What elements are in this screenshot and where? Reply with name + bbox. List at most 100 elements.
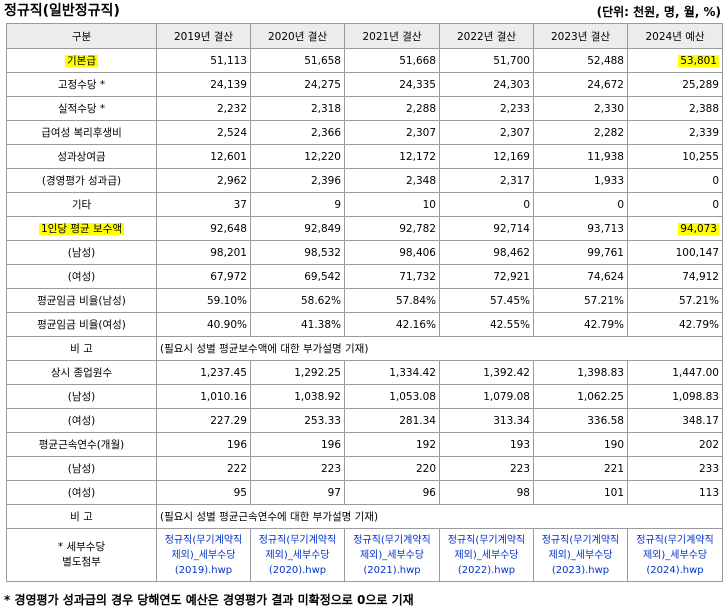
value-cell: 196 (156, 432, 251, 457)
value-cell: 40.90% (156, 312, 251, 337)
table-header-row: 구분 2019년 결산 2020년 결산 2021년 결산 2022년 결산 2… (6, 23, 723, 49)
cell-value: 97 (327, 486, 341, 499)
table-row: 실적수당 * 2,232 2,318 2,288 2,233 2,330 2,388 (6, 96, 723, 121)
value-cell: 2,288 (344, 96, 440, 121)
cell-value: 0 (523, 198, 530, 211)
cell-value: 67,972 (210, 270, 247, 283)
value-cell: 99,761 (533, 240, 628, 265)
cell-value: 24,275 (304, 78, 341, 91)
cell-value: 1,098.83 (672, 390, 719, 403)
cell-value: 1,292.25 (294, 366, 341, 379)
value-cell: 72,921 (439, 264, 534, 289)
cell-value: 192 (415, 438, 436, 451)
cell-value: 58.62% (300, 294, 341, 307)
row-label-cell: (남성) (6, 240, 157, 265)
cell-value: 42.79% (583, 318, 624, 331)
footnote: * 경영평가 성과급의 경우 당해연도 예산은 경영평가 결과 미확정으로 0으… (4, 593, 414, 607)
value-cell: 233 (627, 456, 723, 481)
value-cell: 1,447.00 (627, 360, 723, 385)
cell-value: 2,339 (688, 126, 719, 139)
cell-value: 72,921 (493, 270, 530, 283)
value-cell: 98,201 (156, 240, 251, 265)
value-cell: 24,139 (156, 72, 251, 97)
cell-value: 92,782 (399, 222, 436, 235)
attachment-link-2024[interactable]: 정규직(무기계약직 제외)_세부수당(2024).hwp (627, 528, 723, 582)
value-cell: 98 (439, 480, 534, 505)
value-cell: 1,010.16 (156, 384, 251, 409)
cell-value: 51,700 (493, 54, 530, 67)
value-cell: 52,488 (533, 48, 628, 73)
cell-value: 51,668 (399, 54, 436, 67)
value-cell: 2,524 (156, 120, 251, 145)
value-cell: 2,330 (533, 96, 628, 121)
value-cell: 24,335 (344, 72, 440, 97)
attachment-link-2019[interactable]: 정규직(무기계약직 제외)_세부수당(2019).hwp (156, 528, 251, 582)
row-label-cell: 실적수당 * (6, 96, 157, 121)
cell-value: 98,462 (493, 246, 530, 259)
value-cell: 2,388 (627, 96, 723, 121)
value-cell: 2,366 (250, 120, 345, 145)
cell-value: 1,237.45 (200, 366, 247, 379)
cell-value: 1,062.25 (577, 390, 624, 403)
value-cell: 42.55% (439, 312, 534, 337)
value-cell: 2,339 (627, 120, 723, 145)
attachment-link-2021[interactable]: 정규직(무기계약직 제외)_세부수당(2021).hwp (344, 528, 440, 582)
cell-value: 98 (516, 486, 530, 499)
row-label-cell: 평균임금 비율(여성) (6, 312, 157, 337)
cell-value: 52,488 (587, 54, 624, 67)
cell-value: 24,672 (587, 78, 624, 91)
value-cell: 97 (250, 480, 345, 505)
cell-value: 51,658 (304, 54, 341, 67)
row-label: (남성) (67, 391, 96, 403)
salary-table-container: 구분 2019년 결산 2020년 결산 2021년 결산 2022년 결산 2… (6, 23, 723, 582)
cell-value: 98,532 (304, 246, 341, 259)
cell-value: 2,317 (499, 174, 530, 187)
row-label-cell: 급여성 복리후생비 (6, 120, 157, 145)
cell-value: 220 (415, 462, 436, 475)
value-cell: 57.84% (344, 288, 440, 313)
cell-value: 12,220 (304, 150, 341, 163)
value-cell: 193 (439, 432, 534, 457)
value-cell: 67,972 (156, 264, 251, 289)
value-cell: 1,334.42 (344, 360, 440, 385)
table-row: 상시 종업원수 1,237.45 1,292.25 1,334.42 1,392.42 1… (6, 360, 723, 385)
value-cell: 57.21% (627, 288, 723, 313)
row-label-cell: (여성) (6, 480, 157, 505)
cell-value: 1,392.42 (483, 366, 530, 379)
attachment-label-line2: 별도첨부 (62, 556, 101, 568)
cell-value: 100,147 (675, 246, 719, 259)
row-label: (경영평가 성과급) (41, 175, 122, 187)
value-cell: 1,053.08 (344, 384, 440, 409)
value-cell: 336.58 (533, 408, 628, 433)
cell-value: 42.55% (489, 318, 530, 331)
attachment-label: * 세부수당 별도첨부 (6, 528, 157, 582)
value-cell: 12,172 (344, 144, 440, 169)
value-cell: 2,396 (250, 168, 345, 193)
cell-value: 25,289 (682, 78, 719, 91)
value-cell: 58.62% (250, 288, 345, 313)
value-cell: 51,113 (156, 48, 251, 73)
cell-value: 24,335 (399, 78, 436, 91)
attachment-label-line1: * 세부수당 (57, 541, 106, 553)
cell-value: 1,053.08 (389, 390, 436, 403)
value-cell: 10,255 (627, 144, 723, 169)
value-cell: 1,062.25 (533, 384, 628, 409)
row-label-cell: (여성) (6, 408, 157, 433)
cell-value: 94,073 (678, 222, 719, 235)
row-label-cell: 평균임금 비율(남성) (6, 288, 157, 313)
row-label: 상시 종업원수 (50, 367, 113, 379)
cell-value: 40.90% (206, 318, 247, 331)
page-title: 정규직(일반정규직) (4, 3, 120, 19)
attachment-link-2022[interactable]: 정규직(무기계약직 제외)_세부수당(2022).hwp (439, 528, 534, 582)
row-label: 1인당 평균 보수액 (39, 223, 124, 235)
row-label: (여성) (67, 415, 96, 427)
row-label-cell: 고정수당 * (6, 72, 157, 97)
cell-value: 42.16% (395, 318, 436, 331)
value-cell: 12,169 (439, 144, 534, 169)
table-row: 평균임금 비율(남성) 59.10% 58.62% 57.84% 57.45% 57.21… (6, 288, 723, 313)
cell-value: 223 (320, 462, 341, 475)
cell-value: 253.33 (304, 414, 341, 427)
attachment-link-2023[interactable]: 정규직(무기계약직 제외)_세부수당(2023).hwp (533, 528, 628, 582)
attachment-link-2020[interactable]: 정규직(무기계약직 제외)_세부수당(2020).hwp (250, 528, 345, 582)
row-label: (여성) (67, 487, 96, 499)
